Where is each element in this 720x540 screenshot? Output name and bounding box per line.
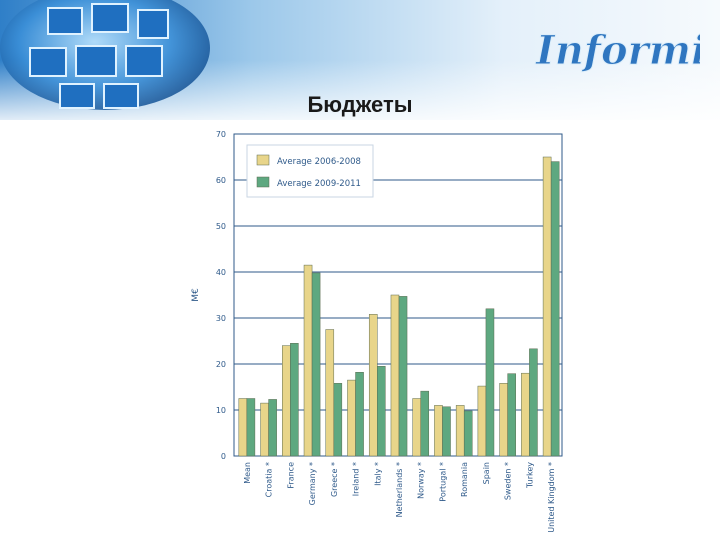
slide-title: Бюджеты <box>307 92 413 117</box>
bar-2 <box>507 373 516 457</box>
bar-1 <box>303 264 313 457</box>
bar-1 <box>325 329 335 457</box>
svg-text:Informika: Informika <box>535 27 700 74</box>
legend-label: Average 2006-2008 <box>277 157 361 167</box>
y-tick-label: 10 <box>216 406 226 415</box>
bar-2 <box>529 348 538 457</box>
legend-swatch <box>256 154 270 166</box>
x-tick-label: Norway * <box>417 462 426 499</box>
y-tick-label: 20 <box>216 360 226 369</box>
bar-2 <box>398 296 408 457</box>
legend-label: Average 2009-2011 <box>277 179 361 189</box>
bar-2 <box>268 399 277 457</box>
bar-2 <box>311 272 321 457</box>
bar-1 <box>434 405 443 457</box>
bar-1 <box>412 398 421 457</box>
x-tick-label: Ireland * <box>352 462 361 496</box>
bar-1 <box>499 383 508 457</box>
legend-swatch <box>256 176 270 188</box>
x-tick-label: Greece * <box>330 462 339 497</box>
bar-2 <box>420 390 430 457</box>
bar-1 <box>282 345 291 457</box>
bar-2 <box>333 383 343 457</box>
bar-2 <box>246 398 256 457</box>
x-tick-label: Mean <box>243 462 252 484</box>
bar-2 <box>485 308 495 457</box>
bar-1 <box>347 379 356 457</box>
x-tick-label: Portugal * <box>438 462 447 502</box>
x-tick-label: France <box>286 462 295 489</box>
bar-1 <box>542 156 552 457</box>
bar-1 <box>390 294 400 457</box>
x-tick-label: Sweden * <box>504 462 513 500</box>
bar-1 <box>521 372 530 457</box>
y-axis-label: M€ <box>191 288 201 302</box>
globe-screens-icon <box>0 0 210 110</box>
x-tick-label: Germany * <box>308 462 317 505</box>
x-tick-label: Croatia * <box>265 462 274 497</box>
bar-2 <box>355 372 364 457</box>
bar-1 <box>238 398 248 457</box>
bar-1 <box>477 385 487 457</box>
bar-2 <box>550 161 560 457</box>
x-tick-label: Netherlands * <box>395 462 404 517</box>
informika-logo: Informika <box>530 12 720 87</box>
x-tick-label: Italy * <box>373 462 382 486</box>
bar-1 <box>455 405 465 457</box>
y-tick-label: 70 <box>216 130 226 139</box>
x-tick-label: Romania <box>460 462 469 497</box>
y-tick-label: 0 <box>221 452 226 461</box>
x-tick-label: Spain <box>482 462 491 484</box>
bar-1 <box>368 314 378 457</box>
y-tick-label: 60 <box>216 176 226 185</box>
bar-2 <box>463 410 473 457</box>
bar-2 <box>290 343 299 457</box>
y-tick-label: 40 <box>216 268 226 277</box>
bar-1 <box>260 402 269 457</box>
y-tick-label: 30 <box>216 314 226 323</box>
bar-2 <box>377 366 386 457</box>
x-tick-label: United Kingdom * <box>547 462 556 533</box>
x-tick-label: Turkey <box>525 462 534 489</box>
legend-box <box>246 144 374 198</box>
y-tick-label: 50 <box>216 222 226 231</box>
bar-2 <box>442 406 451 457</box>
